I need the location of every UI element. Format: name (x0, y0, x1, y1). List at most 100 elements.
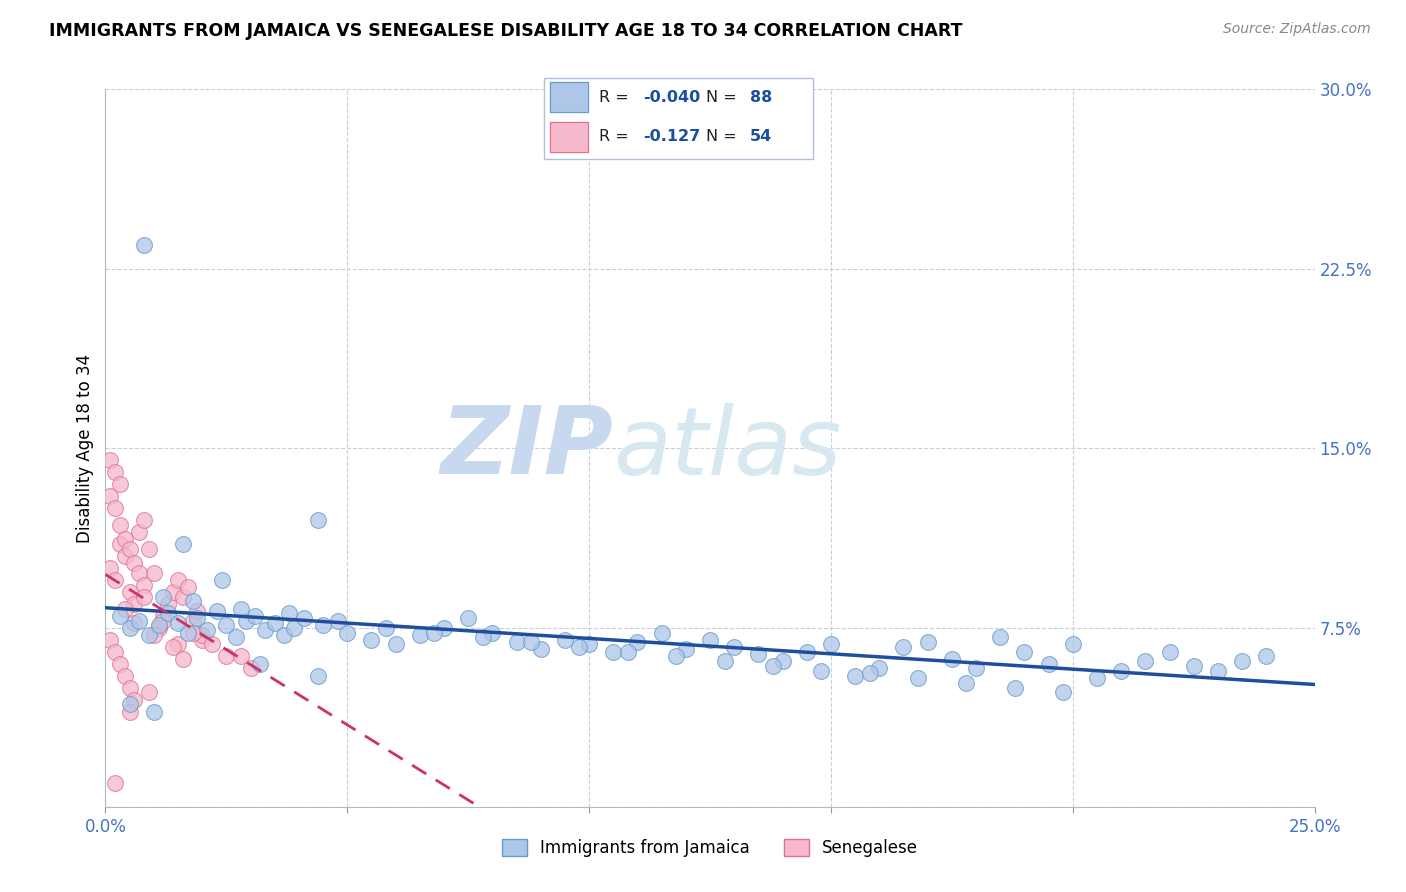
Point (273, 628, 295, 642)
Point (278, 607, 301, 621)
Point (134, 590, 156, 604)
Point (142, 705, 165, 719)
Text: N =: N = (706, 129, 742, 145)
Text: atlas: atlas (613, 402, 842, 494)
Point (263, 615, 285, 630)
Point (167, 615, 190, 630)
Point (118, 541, 141, 556)
Bar (550, 82, 588, 112)
Point (181, 594, 204, 608)
Point (118, 681, 141, 695)
Point (114, 532, 136, 546)
Point (844, 668, 866, 682)
Point (201, 638, 224, 652)
Point (98, 561, 121, 575)
Point (1206, 664, 1229, 678)
Point (820, 638, 842, 652)
Point (239, 661, 262, 675)
Point (104, 465, 127, 479)
Point (292, 611, 315, 625)
Point (128, 614, 150, 628)
Point (1004, 681, 1026, 695)
Point (104, 501, 127, 516)
Point (128, 566, 150, 580)
Text: R =: R = (599, 129, 634, 145)
Point (176, 625, 198, 640)
Point (167, 573, 190, 587)
Point (108, 608, 131, 623)
Point (181, 614, 204, 628)
Point (148, 618, 170, 632)
Point (108, 657, 131, 671)
Point (114, 668, 136, 682)
Point (254, 623, 277, 637)
Point (810, 664, 832, 678)
Point (134, 513, 156, 527)
Point (326, 614, 349, 628)
Point (172, 590, 194, 604)
Point (626, 635, 648, 649)
Point (1159, 645, 1181, 659)
Point (433, 621, 456, 635)
Point (747, 647, 769, 661)
Point (423, 625, 446, 640)
Point (471, 630, 494, 644)
Point (162, 585, 184, 599)
Legend: Immigrants from Jamaica, Senegalese: Immigrants from Jamaica, Senegalese (495, 832, 925, 863)
Point (1256, 649, 1278, 664)
Text: ZIP: ZIP (440, 402, 613, 494)
Point (1135, 654, 1157, 668)
Point (796, 645, 818, 659)
Point (917, 635, 939, 649)
Point (157, 607, 180, 621)
Point (124, 615, 146, 630)
Point (215, 618, 238, 632)
Point (152, 590, 174, 604)
Point (283, 621, 305, 635)
Point (118, 621, 141, 635)
Point (336, 625, 359, 640)
Point (554, 632, 576, 647)
Point (1014, 645, 1036, 659)
Point (568, 640, 591, 654)
Point (195, 623, 218, 637)
Point (893, 640, 915, 654)
Point (699, 632, 721, 647)
Point (409, 628, 432, 642)
Point (988, 630, 1011, 644)
Point (98, 489, 121, 503)
Point (157, 597, 180, 611)
Point (617, 645, 640, 659)
Bar (550, 121, 588, 152)
Point (859, 666, 882, 681)
Point (142, 566, 165, 580)
Point (229, 649, 252, 664)
Point (229, 601, 252, 615)
Point (907, 671, 929, 685)
Point (142, 628, 165, 642)
Text: R =: R = (599, 89, 634, 104)
Point (651, 625, 673, 640)
Point (965, 661, 987, 675)
Point (941, 652, 963, 666)
Point (118, 585, 141, 599)
Point (148, 621, 170, 635)
Point (312, 618, 335, 632)
Point (602, 645, 624, 659)
Point (505, 635, 527, 649)
Point (868, 661, 890, 675)
Point (245, 608, 267, 623)
Y-axis label: Disability Age 18 to 34: Disability Age 18 to 34 (76, 353, 94, 543)
Text: Source: ZipAtlas.com: Source: ZipAtlas.com (1223, 22, 1371, 37)
Point (675, 642, 697, 657)
Point (1230, 654, 1253, 668)
Point (108, 517, 131, 532)
Point (138, 541, 160, 556)
Point (578, 638, 600, 652)
Point (176, 580, 198, 594)
Text: 88: 88 (749, 89, 772, 104)
Point (162, 640, 184, 654)
Point (104, 645, 127, 659)
Point (215, 649, 238, 664)
Point (114, 549, 136, 563)
